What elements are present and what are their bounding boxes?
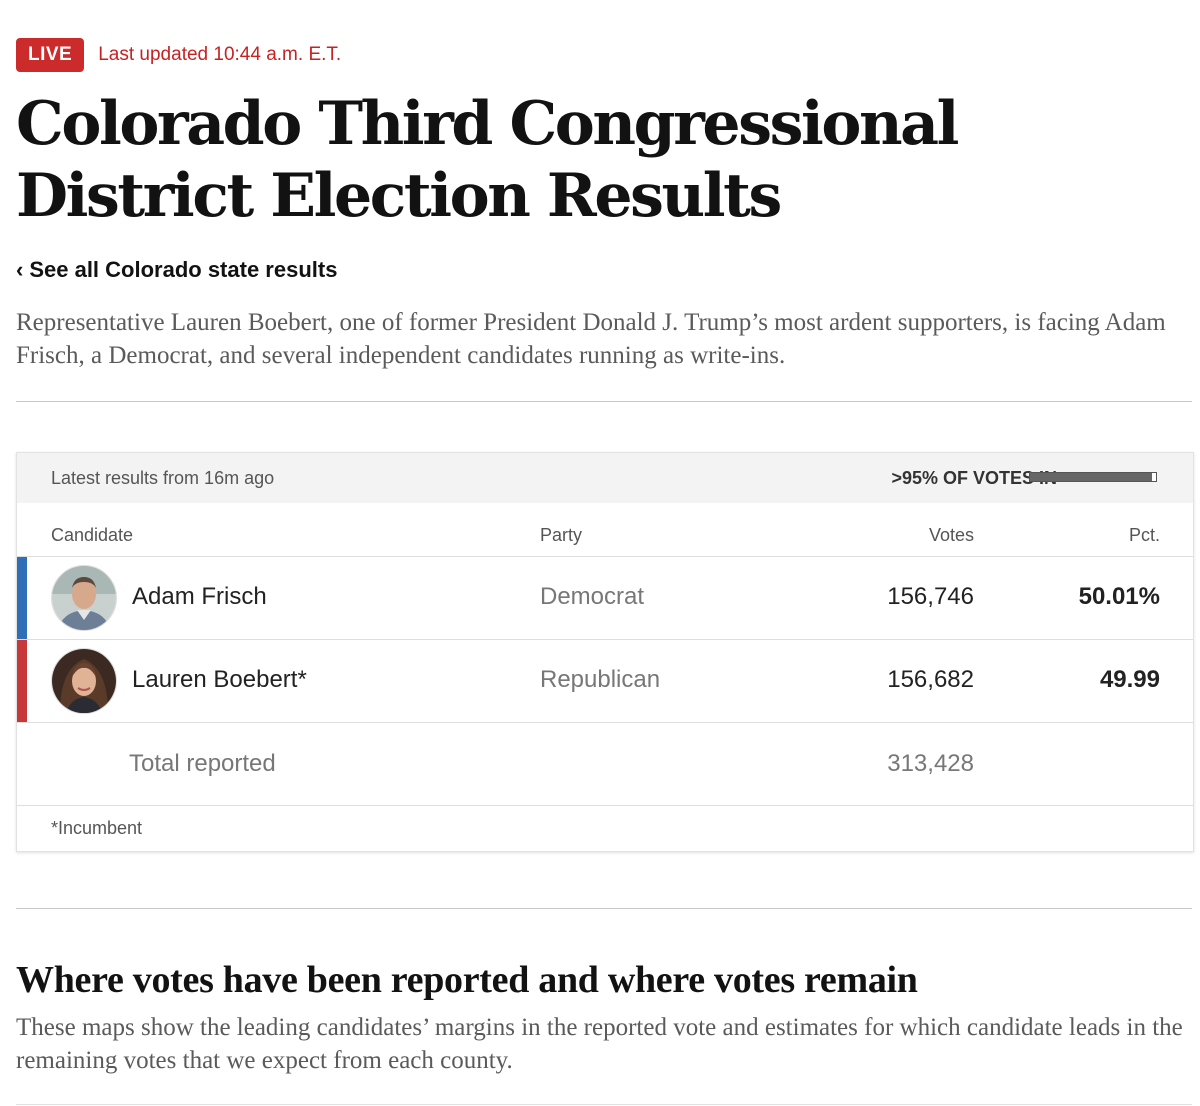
candidate-votes: 156,746 — [887, 583, 974, 610]
live-badge: LIVE — [16, 38, 85, 72]
chevron-left-icon: ‹ — [16, 257, 24, 282]
party-color-bar — [17, 557, 27, 639]
see-all-state-results-link[interactable]: ‹ See all Colorado state results — [16, 257, 337, 283]
divider — [16, 908, 1192, 909]
table-header: Candidate Party Votes Pct. — [17, 525, 1193, 555]
latest-results-text: Latest results from 16m ago — [51, 468, 275, 488]
votes-in-progress-fill — [1030, 473, 1153, 481]
back-link-label: See all Colorado state results — [29, 257, 338, 282]
total-reported-label: Total reported — [129, 750, 276, 777]
candidate-pct: 50.01% — [1078, 583, 1160, 610]
candidate-name: Lauren Boebert* — [132, 666, 307, 693]
candidate-avatar — [51, 565, 117, 631]
total-row: Total reported 313,428 — [17, 722, 1193, 805]
results-table: Latest results from 16m ago >95% OF VOTE… — [16, 452, 1194, 852]
candidate-party: Republican — [540, 666, 661, 693]
section-title: Where votes have been reported and where… — [16, 959, 918, 1001]
section-summary: These maps show the leading candidates’ … — [16, 1014, 1183, 1074]
votes-in-progress-bar — [1029, 472, 1157, 482]
column-header-party: Party — [540, 525, 583, 545]
last-updated-text: Last updated 10:44 a.m. E.T. — [98, 44, 342, 65]
footnote-row — [17, 805, 1193, 851]
candidate-avatar — [51, 648, 117, 714]
candidate-party: Democrat — [540, 583, 645, 610]
candidate-pct: 49.99 — [1099, 666, 1160, 693]
candidate-row: Adam Frisch Democrat 156,746 50.01% — [17, 556, 1193, 639]
page-title: Colorado Third Congressional District El… — [16, 89, 959, 231]
column-header-candidate: Candidate — [51, 525, 134, 545]
column-header-votes: Votes — [928, 525, 974, 545]
man-portrait-icon — [52, 566, 116, 630]
divider — [16, 401, 1192, 402]
votes-in-label: >95% OF VOTES IN — [891, 468, 1057, 488]
candidate-votes: 156,682 — [887, 666, 974, 693]
incumbent-footnote: *Incumbent — [51, 818, 143, 838]
woman-portrait-icon — [52, 649, 116, 713]
candidate-name: Adam Frisch — [132, 583, 267, 610]
column-header-pct: Pct. — [1128, 525, 1160, 545]
candidate-row: Lauren Boebert* Republican 156,682 49.99 — [17, 639, 1193, 722]
live-status-row: LIVE Last updated 10:44 a.m. E.T. — [16, 38, 341, 72]
divider — [16, 1104, 1192, 1105]
total-reported-votes: 313,428 — [887, 750, 974, 777]
party-color-bar — [17, 640, 27, 722]
results-status-bar: Latest results from 16m ago >95% OF VOTE… — [17, 453, 1193, 503]
article-summary: Representative Lauren Boebert, one of fo… — [16, 309, 1166, 369]
